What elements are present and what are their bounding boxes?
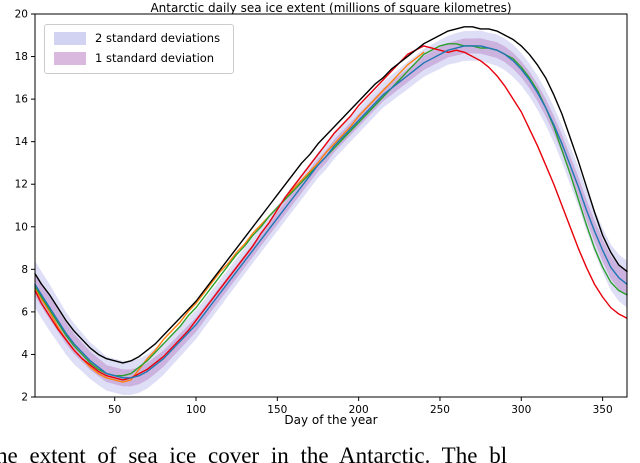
caption-text: he extent of sea ice cover in the Antarc… <box>0 443 508 463</box>
legend-swatch-1std-icon <box>54 52 86 65</box>
x-axis-label: Day of the year <box>284 413 378 427</box>
x-tick-label: 350 <box>593 404 613 416</box>
y-tick-label: 2 <box>21 392 28 404</box>
chart-legend: 2 standard deviations 1 standard deviati… <box>44 24 235 74</box>
y-tick-label: 10 <box>15 221 28 233</box>
x-tick-label: 100 <box>186 404 206 416</box>
y-tick-label: 12 <box>15 179 28 191</box>
y-tick-label: 14 <box>15 136 29 148</box>
legend-entry-1std: 1 standard deviation <box>54 52 220 65</box>
y-tick-label: 20 <box>15 9 28 21</box>
series-line-climatological-mean <box>34 45 628 379</box>
chart-svg: 50 100 150 200 250 300 350 2 4 6 8 10 12 14 16 18 20 <box>15 9 628 416</box>
legend-entry-2std: 2 standard deviations <box>54 32 220 45</box>
y-tick-label: 16 <box>15 94 29 106</box>
legend-swatch-2std-icon <box>54 32 86 45</box>
chart-title: Antarctic daily sea ice extent (millions… <box>150 1 512 15</box>
legend-label-2std: 2 standard deviations <box>95 31 221 45</box>
band-2std <box>35 30 627 395</box>
legend-label-1std: 1 standard deviation <box>95 51 215 65</box>
plot-border <box>34 13 628 398</box>
series-line-upper-envelope <box>34 26 628 364</box>
x-tick-label: 200 <box>349 404 369 416</box>
y-tick-label: 4 <box>21 349 28 361</box>
series-line-year-orange <box>34 51 425 383</box>
x-tick-label: 50 <box>108 404 121 416</box>
y-tick-label: 6 <box>21 306 28 318</box>
x-tick-label: 300 <box>511 404 531 416</box>
y-tick-label: 8 <box>21 264 28 276</box>
y-tick-label: 18 <box>15 51 28 63</box>
x-tick-label: 250 <box>430 404 450 416</box>
x-tick-label: 150 <box>267 404 287 416</box>
